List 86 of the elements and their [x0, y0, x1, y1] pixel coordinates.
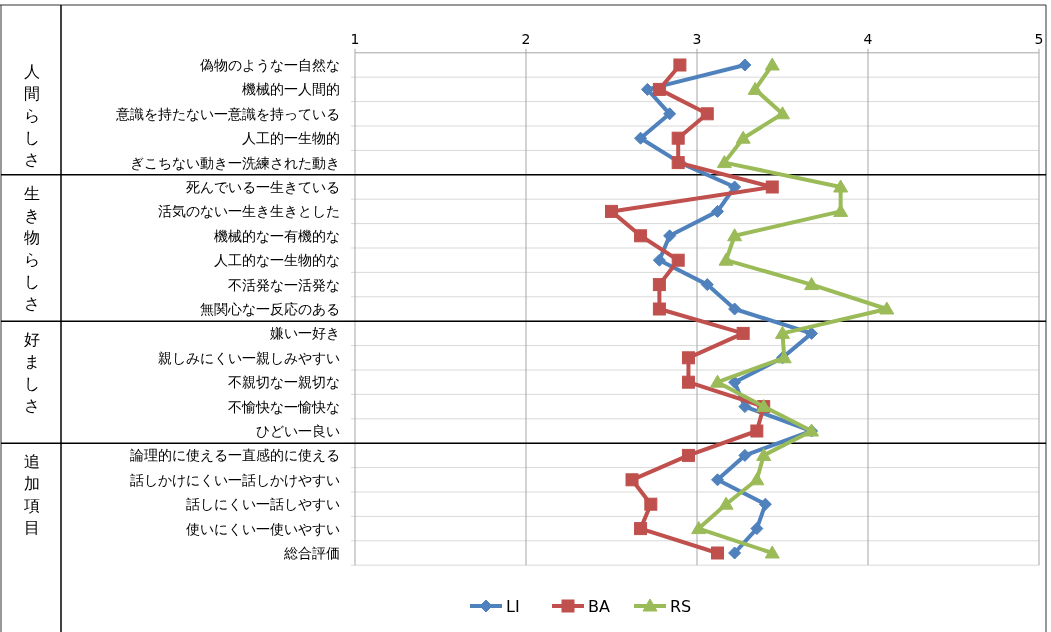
y-tick-label: 使いにくい一使いやすい: [186, 520, 340, 537]
point: [718, 252, 734, 266]
point: [805, 326, 819, 340]
point: [735, 130, 751, 144]
point: [764, 57, 780, 71]
y-tick-label: 論理的に使える一直感的に使える: [130, 447, 340, 464]
point: [710, 374, 726, 388]
text: 好ましさ: [24, 330, 40, 416]
point: [640, 82, 654, 96]
y-tick-label: 親しみにくい一親しみやすい: [158, 349, 340, 366]
y-tick-label: 死んでいる一生きている: [186, 179, 340, 195]
y-tick-label: 話しにくい一話しやすい: [186, 496, 340, 513]
y-tick-label: 人工的な一生物的な: [214, 252, 340, 269]
y-tick-label: 偽物のような一自然な: [200, 57, 340, 73]
point: [652, 278, 666, 292]
y-tick-label: 人工的一生物的: [242, 130, 340, 147]
point: [804, 277, 820, 291]
x-tick-label: 3: [692, 31, 702, 47]
legend-label: BA: [588, 597, 610, 616]
point: [728, 375, 742, 389]
point: [711, 546, 725, 560]
point: [681, 375, 695, 389]
point: [605, 204, 618, 218]
y-tick-label: 不活発な一活発な: [228, 276, 340, 293]
point: [750, 522, 764, 536]
y-tick-label: 意識を持たない一意識を持っている: [115, 105, 340, 122]
point: [644, 497, 658, 511]
point: [663, 229, 677, 243]
point: [652, 82, 666, 96]
legend-label: LI: [506, 597, 520, 616]
text: 人間らしさ: [24, 61, 40, 169]
y-tick-label: ひどい一良い: [256, 423, 340, 439]
point: [634, 229, 648, 243]
point: [833, 179, 849, 193]
point: [765, 180, 779, 194]
point: [681, 351, 695, 365]
point: [711, 473, 725, 487]
point: [728, 546, 742, 560]
y-tick-label: 総合評価: [283, 545, 340, 561]
point: [711, 204, 725, 218]
point: [671, 253, 685, 267]
text: 追加項目: [23, 452, 40, 538]
point: [879, 301, 895, 315]
legend-label: RS: [670, 597, 692, 616]
point: [775, 106, 790, 120]
point: [716, 155, 732, 169]
point: [652, 302, 666, 316]
point: [749, 472, 765, 486]
point: [775, 325, 790, 339]
point: [736, 326, 750, 340]
y-tick-label: 不親切な一親切な: [228, 374, 340, 391]
y-tick-label: 機械的な一有機的な: [214, 227, 340, 244]
point: [738, 448, 752, 462]
point: [756, 447, 772, 461]
y-tick-label: 機械的一人間的: [242, 81, 340, 98]
point: [738, 58, 752, 72]
point: [758, 497, 772, 511]
x-tick-label: 5: [1034, 31, 1044, 47]
point: [700, 107, 714, 121]
point: [747, 81, 763, 95]
y-tick-label: ぎこちない動き一洗練された動き: [130, 154, 340, 171]
y-tick-label: 無関心な一反応のある: [200, 301, 340, 317]
x-tick-label: 1: [350, 31, 360, 47]
x-tick-label: 2: [521, 31, 531, 47]
point: [691, 521, 707, 535]
point: [673, 58, 687, 72]
point: [634, 522, 648, 536]
point: [764, 545, 780, 559]
point: [681, 448, 695, 462]
point: [700, 278, 714, 292]
point: [671, 131, 685, 145]
point: [718, 496, 734, 510]
point: [652, 253, 666, 267]
point: [625, 473, 639, 487]
point: [750, 424, 764, 438]
text: 生き物らしさ: [24, 183, 40, 313]
point: [634, 131, 648, 145]
point: [728, 302, 742, 316]
y-tick-label: 活気のない一生き生きとした: [158, 203, 340, 220]
point: [663, 107, 677, 121]
y-tick-label: 不愉快な一愉快な: [228, 398, 340, 415]
x-tick-label: 4: [863, 31, 873, 47]
point: [727, 228, 743, 242]
point: [738, 400, 752, 414]
y-tick-label: 嫌い一好き: [270, 325, 340, 342]
y-tick-label: 話しかけにくい一話しかけやすい: [130, 471, 340, 488]
